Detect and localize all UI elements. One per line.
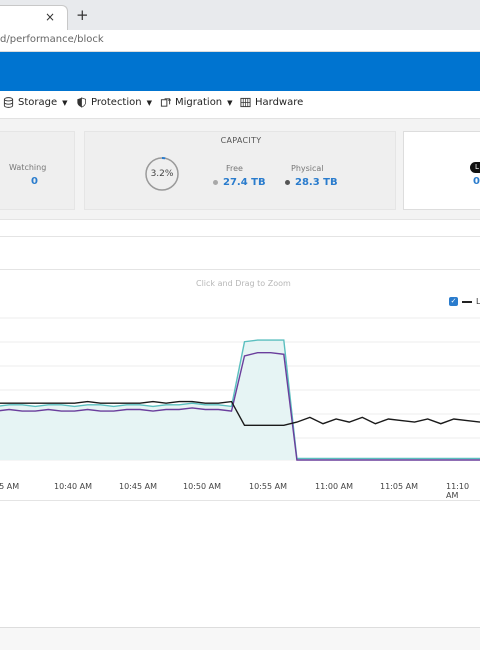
free-value-group[interactable]: 27.4 TB xyxy=(213,177,266,188)
series-line-1[interactable] xyxy=(0,352,480,461)
x-tick-label: 10:45 AM xyxy=(119,482,157,491)
shield-icon xyxy=(77,97,86,108)
caret-down-icon: ▼ xyxy=(227,98,233,107)
x-tick-label: 11:10 AM xyxy=(446,482,470,500)
chart-legend[interactable]: ✓ La xyxy=(449,297,480,306)
x-tick-label: 10:50 AM xyxy=(183,482,221,491)
main-menu-bar: Storage ▼ Protection ▼ Migration ▼ Hardware xyxy=(0,91,480,119)
legend-label: La xyxy=(476,297,480,306)
app-header-bar xyxy=(0,52,480,91)
series-area-fill xyxy=(0,340,480,460)
menu-protection[interactable]: Protection ▼ xyxy=(76,97,152,108)
browser-tab[interactable]: × xyxy=(0,5,68,30)
new-tab-button[interactable]: + xyxy=(76,6,89,24)
capacity-percent: 3.2% xyxy=(150,169,174,179)
x-tick-label: 10:55 AM xyxy=(249,482,287,491)
free-value: 27.4 TB xyxy=(223,177,266,188)
performance-line-chart[interactable] xyxy=(0,310,480,470)
free-dot-icon xyxy=(213,180,218,185)
checkbox-checked-icon[interactable]: ✓ xyxy=(449,297,458,306)
capacity-card[interactable]: CAPACITY 3.2% Free 27.4 TB Physical 28.3… xyxy=(84,131,396,210)
watching-label: Watching xyxy=(9,163,47,172)
physical-label: Physical xyxy=(291,164,324,173)
watching-value[interactable]: 0 xyxy=(31,176,38,187)
menu-storage[interactable]: Storage ▼ xyxy=(3,97,68,108)
close-tab-icon[interactable]: × xyxy=(45,10,56,24)
menu-hardware-label: Hardware xyxy=(255,97,304,108)
right-card-value[interactable]: 0 xyxy=(473,176,480,187)
x-tick-label: 11:00 AM xyxy=(315,482,353,491)
x-tick-label: 11:05 AM xyxy=(380,482,418,491)
caret-down-icon: ▼ xyxy=(146,98,152,107)
capacity-title: CAPACITY xyxy=(220,136,262,145)
legend-line-icon xyxy=(462,300,472,303)
footer-bar xyxy=(0,628,480,650)
caret-down-icon: ▼ xyxy=(62,98,68,107)
menu-hardware[interactable]: Hardware xyxy=(240,97,303,108)
x-tick-label: 35 AM xyxy=(0,482,20,491)
free-label: Free xyxy=(226,164,243,173)
physical-dot-icon xyxy=(285,180,290,185)
address-bar[interactable]: d/performance/block xyxy=(0,30,480,52)
watching-card[interactable]: Watching 0 xyxy=(0,131,75,210)
x-tick-label: 10:40 AM xyxy=(54,482,92,491)
hardware-icon xyxy=(240,97,251,108)
physical-value: 28.3 TB xyxy=(295,177,338,188)
series-line-0[interactable] xyxy=(0,339,480,460)
series-line-2[interactable] xyxy=(0,400,480,426)
menu-migration[interactable]: Migration ▼ xyxy=(160,97,233,108)
capacity-donut xyxy=(145,157,179,191)
migration-icon xyxy=(160,98,171,107)
zoom-hint: Click and Drag to Zoom xyxy=(196,279,291,288)
right-summary-card[interactable]: L 0 xyxy=(403,131,480,210)
browser-tab-strip: × + xyxy=(0,0,480,30)
status-badge: L xyxy=(470,162,480,173)
database-icon xyxy=(3,97,14,108)
menu-storage-label: Storage xyxy=(18,97,58,108)
physical-value-group[interactable]: 28.3 TB xyxy=(285,177,338,188)
footer-divider xyxy=(0,627,480,628)
section-divider xyxy=(0,219,480,220)
menu-migration-label: Migration xyxy=(175,97,223,108)
menu-protection-label: Protection xyxy=(91,97,142,108)
url-text[interactable]: d/performance/block xyxy=(0,34,104,45)
section-divider xyxy=(0,236,480,237)
